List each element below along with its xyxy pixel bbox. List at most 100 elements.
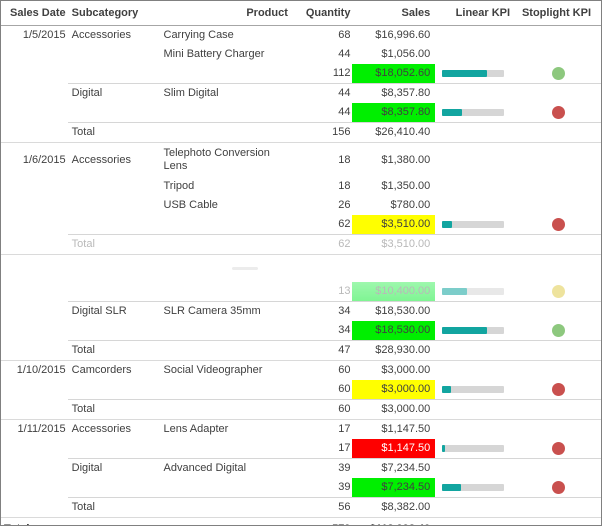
table-row bbox=[1, 254, 601, 282]
table-row: 1/10/2015 Camcorders Social Videographer 60… bbox=[1, 360, 601, 380]
product-cell bbox=[153, 254, 294, 282]
product-cell bbox=[154, 103, 294, 123]
stoplight-kpi-cell bbox=[514, 177, 601, 196]
table-row: Total 56 $8,382.00 bbox=[1, 497, 601, 518]
sales-cell: $780.00 bbox=[390, 199, 431, 211]
quantity-cell: 17 bbox=[293, 419, 353, 439]
stoplight-kpi-cell bbox=[514, 282, 601, 302]
stoplight-red-icon bbox=[552, 382, 566, 396]
stoplight-green-icon bbox=[552, 66, 566, 80]
sales-date-cell bbox=[1, 282, 68, 302]
quantity-cell: 26 bbox=[338, 199, 351, 211]
quantity-cell: 68 bbox=[338, 29, 351, 41]
linear-kpi-bar bbox=[442, 288, 505, 295]
sales-date-cell bbox=[1, 400, 68, 420]
sales-date-cell bbox=[1, 103, 68, 123]
product-cell: Carrying Case bbox=[163, 29, 234, 41]
quantity-cell: 44 bbox=[293, 83, 353, 103]
linear-kpi-cell bbox=[435, 142, 515, 177]
quantity-cell: 62 bbox=[338, 218, 351, 230]
linear-kpi-cell bbox=[435, 399, 515, 420]
table-row: Digital Advanced Digital 39 $7,234.50 bbox=[1, 458, 601, 479]
linear-kpi-fill bbox=[442, 386, 451, 393]
product-cell: Telephoto Conversion Lens bbox=[153, 142, 294, 177]
product-cell bbox=[154, 439, 294, 459]
quantity-cell: 56 bbox=[293, 497, 353, 518]
sales-date-cell: 1/6/2015 bbox=[1, 142, 68, 177]
linear-kpi-cell bbox=[435, 517, 515, 525]
sales-cell: $1,056.00 bbox=[381, 48, 431, 60]
table-row: Digital SLR SLR Camera 35mm 34 $18,530.00 bbox=[1, 301, 601, 321]
table-row: 60 $3,000.00 bbox=[1, 380, 601, 400]
stoplight-kpi-cell bbox=[514, 196, 601, 215]
subcategory-cell bbox=[68, 103, 154, 123]
sales-cell bbox=[352, 254, 436, 282]
table-row: 17 $1,147.50 bbox=[1, 439, 601, 459]
stoplight-kpi-cell bbox=[514, 380, 601, 400]
sales-date-cell bbox=[1, 478, 68, 498]
linear-kpi-bar bbox=[442, 109, 505, 116]
quantity-cell: 39 bbox=[293, 458, 353, 478]
quantity-cell: 62 bbox=[293, 234, 353, 255]
product-cell bbox=[154, 321, 294, 341]
grand-total-label: Total bbox=[1, 517, 68, 525]
linear-kpi-fill bbox=[442, 327, 487, 334]
sales-date-cell bbox=[1, 459, 68, 479]
sales-date-cell bbox=[1, 498, 68, 518]
table-row: Total 156 $26,410.40 bbox=[1, 122, 601, 143]
table-body: 1/5/2015 Accessories Carrying Case 68 $16,99… bbox=[1, 26, 601, 525]
linear-kpi-bar bbox=[442, 445, 505, 452]
linear-kpi-cell bbox=[435, 177, 514, 196]
sales-cell: $1,147.50 bbox=[352, 419, 436, 439]
linear-kpi-cell bbox=[435, 234, 515, 255]
linear-kpi-cell bbox=[435, 282, 514, 302]
product-cell bbox=[154, 380, 294, 400]
linear-kpi-cell bbox=[435, 497, 515, 518]
linear-kpi-fill bbox=[442, 445, 446, 452]
quantity-cell: 13 bbox=[338, 285, 351, 297]
quantity-cell: 34 bbox=[338, 324, 351, 336]
linear-kpi-cell bbox=[435, 321, 514, 341]
linear-kpi-cell bbox=[435, 122, 515, 143]
table-row: 13 $10,400.00 bbox=[1, 282, 601, 302]
stoplight-kpi-cell bbox=[514, 103, 601, 123]
table-row: 62 $3,510.00 bbox=[1, 215, 601, 235]
sales-date-cell bbox=[1, 123, 68, 143]
subcategory-cell: Accessories bbox=[67, 419, 154, 439]
stoplight-green-icon bbox=[552, 323, 566, 337]
sales-date-cell: 1/5/2015 bbox=[22, 29, 66, 41]
stoplight-kpi-cell bbox=[514, 360, 601, 380]
subcategory-cell: Camcorders bbox=[67, 360, 154, 380]
table-row: Mini Battery Charger 44 $1,056.00 bbox=[1, 45, 601, 64]
sales-date-cell bbox=[1, 380, 68, 400]
quantity-cell: 17 bbox=[338, 442, 351, 454]
product-cell: Mini Battery Charger bbox=[163, 48, 265, 60]
quantity-cell: 60 bbox=[293, 399, 353, 420]
subcategory-cell bbox=[67, 254, 154, 282]
stoplight-kpi-cell bbox=[514, 340, 601, 361]
product-cell bbox=[153, 399, 294, 420]
col-header-linear-kpi: Linear KPI bbox=[435, 1, 515, 26]
sales-date-cell bbox=[1, 64, 68, 84]
product-cell bbox=[153, 517, 294, 525]
table-row: 44 $8,357.80 bbox=[1, 103, 601, 123]
sales-cell: $3,000.00 bbox=[352, 360, 436, 380]
sales-cell: $3,000.00 bbox=[352, 399, 436, 420]
quantity-cell bbox=[293, 254, 353, 282]
linear-kpi-cell bbox=[435, 478, 514, 498]
stoplight-kpi-cell bbox=[514, 254, 601, 282]
quantity-cell: 18 bbox=[293, 142, 353, 177]
linear-kpi-fill bbox=[442, 288, 468, 295]
linear-kpi-cell bbox=[435, 380, 514, 400]
subcategory-cell bbox=[68, 215, 154, 235]
quantity-cell: 44 bbox=[338, 106, 351, 118]
linear-kpi-cell bbox=[435, 215, 514, 235]
stoplight-kpi-cell bbox=[514, 321, 601, 341]
subcategory-cell bbox=[68, 439, 154, 459]
product-cell bbox=[153, 340, 294, 361]
linear-kpi-cell bbox=[435, 83, 515, 103]
sales-cell: $16,996.60 bbox=[375, 29, 431, 41]
quantity-cell: 156 bbox=[293, 122, 353, 143]
